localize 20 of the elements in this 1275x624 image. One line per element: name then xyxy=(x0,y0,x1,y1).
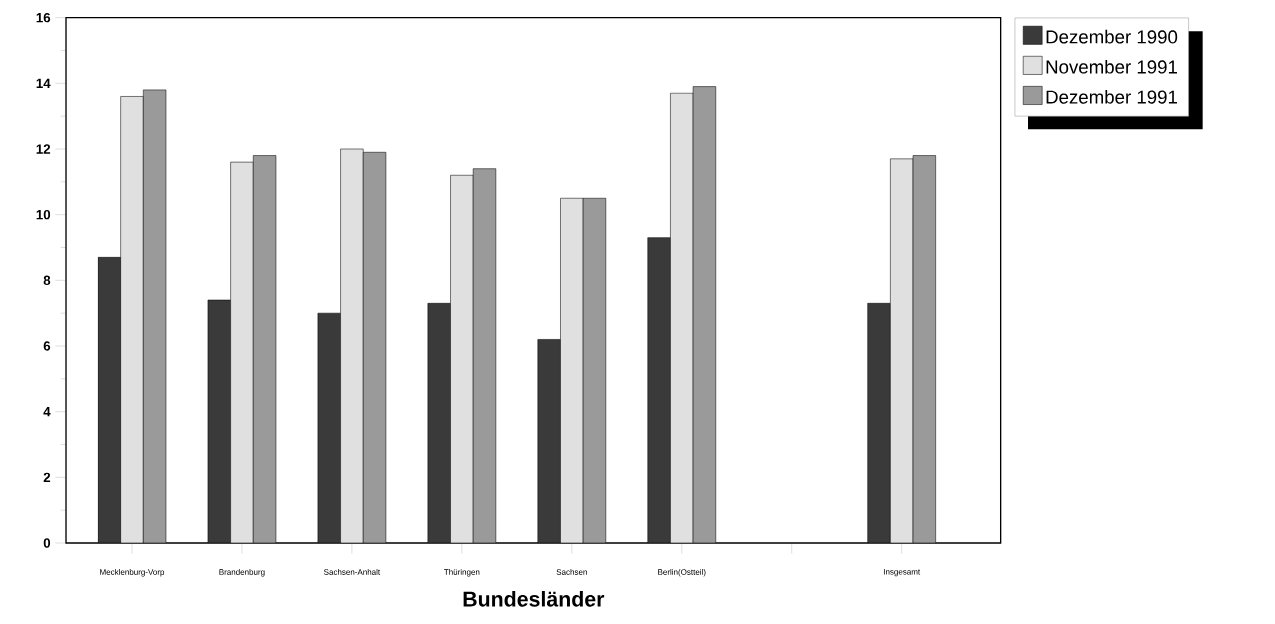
legend-label: Dezember 1991 xyxy=(1046,89,1177,104)
x-axis-title: Bundesländer xyxy=(463,590,605,607)
x-tick-label: Sachsen-Anhalt xyxy=(324,569,381,575)
x-tick-label: Sachsen xyxy=(556,569,587,575)
x-tick-label: Berlin(Ostteil) xyxy=(658,569,706,577)
legend-label: Dezember 1990 xyxy=(1046,29,1178,44)
y-tick-label: 16 xyxy=(36,12,51,23)
y-tick-label: 10 xyxy=(36,209,51,220)
y-tick-label: 12 xyxy=(36,144,51,154)
x-tick-label: Thüringen xyxy=(444,569,480,577)
y-tick-label: 2 xyxy=(43,472,51,482)
x-tick-label: Insgesamt xyxy=(883,569,921,577)
y-tick-label: 4 xyxy=(43,407,51,417)
y-tick-label: 8 xyxy=(43,275,51,286)
y-tick-label: 14 xyxy=(36,78,51,88)
y-tick-label: 0 xyxy=(43,538,51,548)
x-tick-label: Mecklenburg-Vorp xyxy=(100,569,165,577)
x-tick-label: Brandenburg xyxy=(219,569,265,577)
y-tick-label: 6 xyxy=(43,341,51,351)
legend-label: November 1991 xyxy=(1046,59,1177,74)
